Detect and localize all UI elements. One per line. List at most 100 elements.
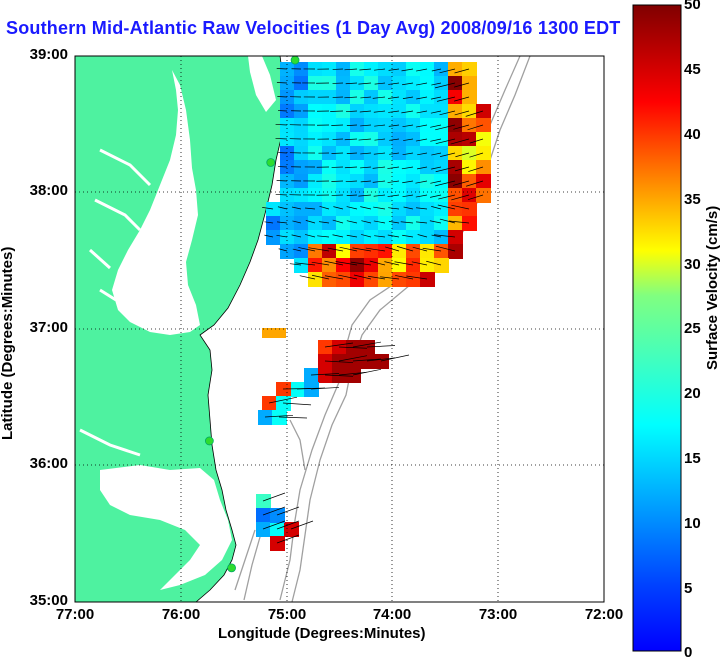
- x-tick-label: 75:00: [257, 606, 317, 623]
- velocity-cell: [406, 272, 421, 287]
- velocity-cell: [266, 216, 281, 231]
- velocity-cell: [448, 174, 463, 189]
- velocity-cell: [406, 202, 421, 217]
- velocity-cell: [294, 146, 309, 161]
- velocity-cell: [284, 522, 299, 537]
- velocity-cell: [420, 188, 435, 203]
- velocity-cell: [448, 76, 463, 91]
- colorbar-tick: 45: [684, 61, 701, 78]
- velocity-cell: [290, 382, 305, 397]
- velocity-cell: [350, 272, 365, 287]
- velocity-cell: [294, 188, 309, 203]
- velocity-cell: [434, 230, 449, 245]
- velocity-cell: [280, 118, 295, 133]
- velocity-cell: [406, 216, 421, 231]
- velocity-cell: [308, 90, 323, 105]
- velocity-cell: [318, 340, 333, 355]
- velocity-cell: [280, 174, 295, 189]
- velocity-cell: [462, 160, 477, 175]
- velocity-cell: [364, 216, 379, 231]
- velocity-cell: [280, 104, 295, 119]
- velocity-cell: [462, 90, 477, 105]
- velocity-cell: [462, 202, 477, 217]
- velocity-cell: [420, 230, 435, 245]
- velocity-cell: [434, 76, 449, 91]
- velocity-cell: [462, 104, 477, 119]
- velocity-cell: [448, 216, 463, 231]
- velocity-cell: [336, 272, 351, 287]
- y-axis-label: Latitude (Degrees:Minutes): [0, 247, 16, 440]
- velocity-cell: [392, 244, 407, 259]
- velocity-cell: [364, 230, 379, 245]
- velocity-cell: [276, 382, 291, 397]
- velocity-cell: [406, 244, 421, 259]
- velocity-cell: [462, 132, 477, 147]
- velocity-cell: [308, 104, 323, 119]
- colorbar: [633, 5, 681, 651]
- velocity-cell: [364, 272, 379, 287]
- velocity-cell: [378, 244, 393, 259]
- velocity-cell: [262, 396, 277, 411]
- velocity-cell: [420, 146, 435, 161]
- velocity-cell: [270, 522, 285, 537]
- velocity-cell: [294, 174, 309, 189]
- velocity-cell: [448, 202, 463, 217]
- velocity-cell: [364, 258, 379, 273]
- velocity-cell: [280, 160, 295, 175]
- velocity-cell: [308, 188, 323, 203]
- x-axis-label: Longitude (Degrees:Minutes): [218, 625, 426, 642]
- velocity-cell: [420, 272, 435, 287]
- velocity-cell: [308, 132, 323, 147]
- velocity-cell: [420, 202, 435, 217]
- y-tick-label: 39:00: [8, 46, 68, 63]
- velocity-cell: [392, 258, 407, 273]
- velocity-cell: [364, 202, 379, 217]
- velocity-cell: [308, 230, 323, 245]
- velocity-cell: [256, 522, 271, 537]
- velocity-cell: [476, 188, 491, 203]
- velocity-cell: [294, 118, 309, 133]
- velocity-cell: [364, 244, 379, 259]
- velocity-cell: [462, 216, 477, 231]
- velocity-cell: [420, 160, 435, 175]
- velocity-cell: [280, 216, 295, 231]
- velocity-cell: [448, 132, 463, 147]
- velocity-cell: [378, 216, 393, 231]
- velocity-cell: [462, 76, 477, 91]
- velocity-cell: [476, 132, 491, 147]
- velocity-cell: [350, 230, 365, 245]
- radar-station-marker: [291, 56, 299, 64]
- velocity-cell: [280, 132, 295, 147]
- velocity-cell: [294, 90, 309, 105]
- velocity-cell: [308, 76, 323, 91]
- velocity-cell: [308, 258, 323, 273]
- velocity-cell: [322, 230, 337, 245]
- velocity-cell: [420, 132, 435, 147]
- velocity-cell: [322, 244, 337, 259]
- velocity-cell: [346, 354, 361, 369]
- velocity-cell: [448, 160, 463, 175]
- velocity-cell: [294, 258, 309, 273]
- velocity-cell: [280, 244, 295, 259]
- velocity-cell: [294, 104, 309, 119]
- velocity-cell: [476, 160, 491, 175]
- velocity-cell: [434, 90, 449, 105]
- velocity-cell: [322, 258, 337, 273]
- colorbar-tick: 0: [684, 644, 692, 661]
- velocity-cell: [448, 188, 463, 203]
- velocity-cell: [308, 244, 323, 259]
- velocity-cell: [462, 62, 477, 77]
- velocity-cell: [434, 202, 449, 217]
- velocity-cell: [434, 160, 449, 175]
- velocity-cell: [280, 230, 295, 245]
- velocity-cell: [434, 258, 449, 273]
- velocity-cell: [434, 216, 449, 231]
- velocity-cell: [336, 230, 351, 245]
- velocity-cell: [360, 340, 375, 355]
- velocity-cell: [406, 258, 421, 273]
- y-tick-label: 37:00: [8, 319, 68, 336]
- velocity-cell: [336, 258, 351, 273]
- velocity-cell: [434, 132, 449, 147]
- velocity-cell: [308, 272, 323, 287]
- velocity-cell: [258, 410, 273, 425]
